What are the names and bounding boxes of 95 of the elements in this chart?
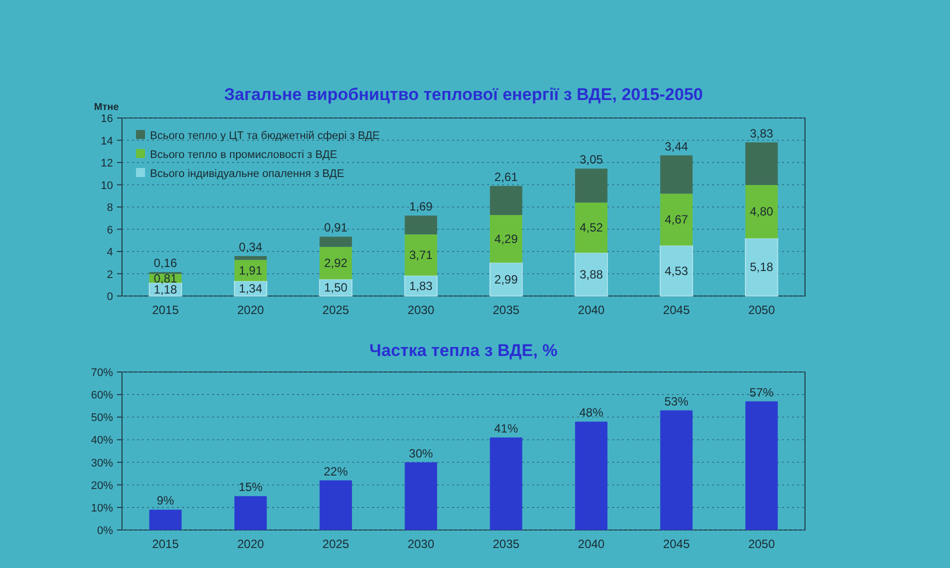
bar: [320, 246, 352, 280]
x-tick-label: 2040: [578, 303, 605, 317]
y-tick-label: 50%: [90, 412, 114, 424]
bar: [575, 168, 608, 203]
x-tick-label: 2050: [748, 303, 776, 317]
bar: [234, 256, 267, 260]
bar: [745, 184, 778, 238]
data-label: 4,67: [664, 212, 688, 227]
bar: [404, 216, 438, 234]
data-label: 0,91: [324, 220, 348, 235]
x-tick-label: 2015: [152, 303, 180, 317]
bar: [320, 480, 352, 530]
x-tick-label: 2020: [237, 537, 264, 551]
bar: [660, 194, 693, 246]
y-tick-label: 70%: [90, 367, 114, 379]
y-tick-label: 12: [100, 158, 113, 170]
y-tick-label: 6: [106, 224, 113, 236]
data-label: 3,71: [409, 248, 433, 262]
x-tick-label: 2030: [408, 537, 435, 551]
bar: [744, 238, 778, 296]
y-tick-label: 30%: [90, 457, 114, 470]
legend-label: Всього індивідуальне опалення з ВДЕ: [150, 168, 344, 180]
data-label: 0,16: [154, 256, 178, 270]
x-tick-label: 2030: [408, 303, 435, 317]
bar: [660, 155, 693, 194]
y-tick-label: 10: [100, 180, 113, 192]
bar: [660, 245, 693, 296]
bar: [575, 422, 608, 530]
data-label: 2,99: [494, 272, 518, 286]
data-label: 2,61: [494, 170, 518, 184]
data-label: 3,88: [580, 267, 604, 282]
data-label: 15%: [238, 480, 263, 494]
x-tick-label: 2045: [663, 303, 690, 317]
y-tick-label: 10%: [90, 502, 114, 514]
data-label: 4,52: [580, 220, 604, 235]
y-tick-label: 20%: [90, 480, 114, 492]
bar: [234, 496, 267, 530]
data-label: 9%: [156, 494, 174, 508]
data-label: 48%: [579, 406, 604, 420]
y-tick-label: 0: [106, 291, 113, 303]
chart-title: Частка тепла з ВДЕ, %: [369, 341, 558, 360]
y-tick-label: 16: [100, 113, 113, 125]
data-label: 5,18: [750, 260, 774, 274]
chart-title: Загальне виробництво теплової енергії з ВДЕ, 2015-2050: [224, 85, 703, 104]
x-tick-label: 2035: [492, 537, 520, 551]
bar: [575, 202, 608, 253]
data-label: 30%: [408, 446, 434, 460]
y-tick-label: 60%: [90, 390, 114, 402]
x-tick-label: 2015: [152, 537, 180, 551]
x-tick-label: 2045: [663, 537, 690, 551]
bar: [490, 437, 522, 530]
bar: [490, 262, 523, 296]
bar: [320, 236, 352, 247]
bar: [574, 252, 608, 296]
y-tick-label: 40%: [90, 434, 114, 447]
bar: [490, 215, 522, 263]
data-label: 57%: [750, 385, 774, 400]
data-label: 4,80: [750, 204, 774, 219]
x-tick-label: 2025: [322, 537, 350, 551]
bar: [149, 510, 182, 530]
y-axis-title: Мтне: [94, 102, 120, 113]
x-tick-label: 2020: [237, 303, 264, 317]
bar: [660, 410, 693, 530]
data-label: 1,91: [238, 263, 263, 278]
bar: [745, 401, 778, 530]
data-label: 1,83: [409, 278, 433, 293]
data-label: 0,34: [238, 240, 263, 254]
data-label: 3,44: [664, 139, 688, 154]
bar: [404, 234, 438, 276]
data-label: 53%: [664, 394, 689, 408]
bar: [404, 462, 438, 530]
legend-label: Всього тепло в промисловості з ВДЕ: [150, 149, 338, 161]
y-tick-label: 4: [106, 246, 113, 258]
data-label: 22%: [324, 464, 348, 478]
data-label: 41%: [494, 421, 518, 436]
legend-label: Всього тепло у ЦТ та бюджетній сфері з ВДЕ: [150, 130, 380, 142]
data-label: 3,05: [580, 152, 604, 167]
x-tick-label: 2050: [748, 537, 776, 551]
data-label: 4,29: [494, 232, 518, 246]
bar: [745, 142, 778, 185]
y-tick-label: 2: [106, 268, 113, 281]
data-label: 0,81: [154, 271, 178, 286]
data-label: 3,83: [750, 126, 774, 140]
bar: [490, 186, 522, 216]
data-label: 1,34: [238, 282, 263, 296]
y-tick-label: 14: [100, 135, 113, 148]
x-tick-label: 2035: [492, 303, 520, 317]
data-label: 4,53: [664, 264, 688, 278]
x-tick-label: 2025: [322, 303, 350, 317]
x-tick-label: 2040: [578, 537, 605, 551]
data-label: 1,50: [324, 280, 348, 295]
y-tick-label: 8: [106, 202, 113, 214]
y-tick-label: 0%: [97, 525, 114, 537]
data-label: 1,69: [409, 200, 433, 214]
data-label: 2,92: [324, 256, 348, 270]
